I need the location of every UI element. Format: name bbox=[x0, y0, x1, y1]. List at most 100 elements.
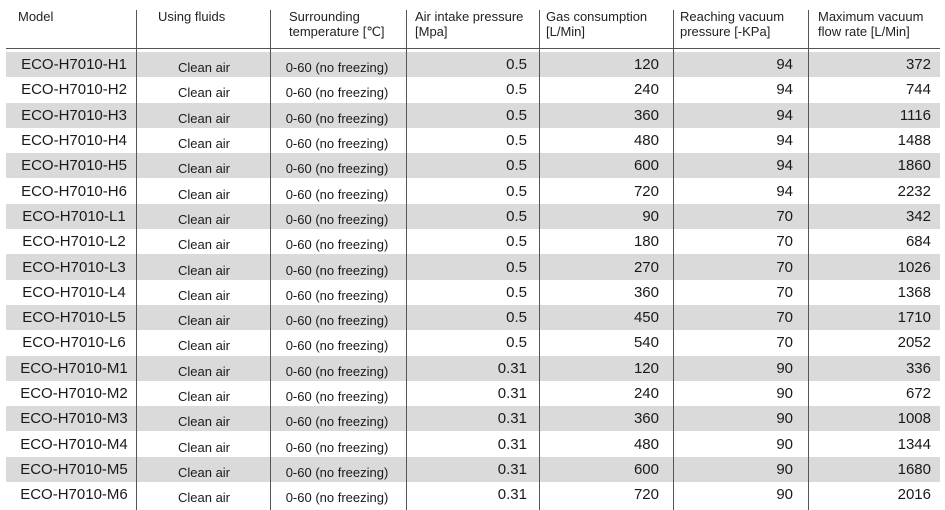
cell-air-intake-pressure: 0.5 bbox=[506, 334, 527, 352]
cell-gas-consumption: 360 bbox=[633, 283, 659, 301]
cell-temperature: 0-60 (no freezing) bbox=[285, 161, 389, 177]
cell-gas-consumption: 720 bbox=[633, 182, 659, 200]
cell-gas-consumption: 120 bbox=[633, 56, 659, 74]
table-row: ECO-H7010-M1 Clean air 0-60 (no freezing) 0… bbox=[6, 355, 940, 381]
header-gas-consumption: Gas consumption [L/Min] bbox=[546, 9, 647, 39]
table-body: ECO-H7010-H1 Clean air 0-60 (no freezing) 0… bbox=[6, 52, 940, 507]
cell-vacuum-pressure: 90 bbox=[776, 410, 793, 428]
cell-temperature: 0-60 (no freezing) bbox=[285, 85, 389, 101]
cell-model: ECO-H7010-H5 bbox=[21, 157, 127, 175]
cell-air-intake-pressure: 0.31 bbox=[497, 486, 527, 504]
header-flow-line-2: flow rate [L/Min] bbox=[818, 24, 910, 39]
cell-model: ECO-H7010-H2 bbox=[21, 81, 127, 99]
cell-using-fluid: Clean air bbox=[177, 237, 231, 253]
cell-vacuum-flow-rate: 672 bbox=[905, 385, 931, 402]
cell-temperature: 0-60 (no freezing) bbox=[285, 414, 389, 430]
cell-model: ECO-H7010-M1 bbox=[20, 359, 128, 377]
cell-using-fluid: Clean air bbox=[177, 287, 231, 303]
cell-vacuum-pressure: 94 bbox=[776, 132, 793, 150]
cell-vacuum-flow-rate: 336 bbox=[905, 359, 931, 377]
cell-air-intake-pressure: 0.5 bbox=[506, 233, 527, 251]
cell-vacuum-flow-rate: 1116 bbox=[899, 106, 931, 124]
cell-vacuum-pressure: 94 bbox=[776, 81, 793, 99]
cell-model: ECO-H7010-H3 bbox=[21, 106, 127, 124]
cell-air-intake-pressure: 0.5 bbox=[506, 207, 527, 225]
cell-temperature: 0-60 (no freezing) bbox=[285, 60, 389, 76]
cell-vacuum-pressure: 70 bbox=[776, 309, 793, 327]
cell-model: ECO-H7010-M6 bbox=[20, 486, 128, 504]
cell-model: ECO-H7010-M5 bbox=[20, 460, 128, 478]
cell-air-intake-pressure: 0.5 bbox=[506, 157, 527, 175]
table-row: ECO-H7010-H2 Clean air 0-60 (no freezing) 0… bbox=[6, 77, 940, 102]
table-row: ECO-H7010-H1 Clean air 0-60 (no freezing) 0… bbox=[6, 52, 940, 78]
cell-temperature: 0-60 (no freezing) bbox=[285, 490, 389, 506]
cell-gas-consumption: 600 bbox=[633, 460, 659, 478]
cell-temperature: 0-60 (no freezing) bbox=[285, 338, 389, 354]
column-divider bbox=[539, 10, 540, 510]
cell-model: ECO-H7010-M3 bbox=[20, 410, 128, 428]
header-reaching-vacuum-pressure: Reaching vacuum pressure [-KPa] bbox=[680, 9, 784, 39]
header-air-intake-pressure: Air intake pressure [Mpa] bbox=[415, 9, 523, 39]
header-surrounding-temperature: Surrounding temperature [℃] bbox=[289, 9, 385, 39]
cell-air-intake-pressure: 0.5 bbox=[506, 309, 527, 327]
cell-model: ECO-H7010-H1 bbox=[21, 56, 127, 74]
cell-vacuum-pressure: 70 bbox=[776, 233, 793, 251]
table-row: ECO-H7010-M6 Clean air 0-60 (no freezing) 0… bbox=[6, 482, 940, 507]
cell-vacuum-flow-rate: 1008 bbox=[897, 410, 931, 428]
cell-vacuum-flow-rate: 1710 bbox=[897, 309, 931, 327]
cell-air-intake-pressure: 0.31 bbox=[497, 385, 527, 402]
cell-using-fluid: Clean air bbox=[177, 439, 231, 455]
cell-air-intake-pressure: 0.31 bbox=[497, 410, 527, 428]
cell-temperature: 0-60 (no freezing) bbox=[285, 237, 389, 253]
header-vac-line-1: Reaching vacuum bbox=[680, 9, 785, 24]
table-row: ECO-H7010-L5 Clean air 0-60 (no freezing) 0… bbox=[6, 304, 940, 331]
cell-temperature: 0-60 (no freezing) bbox=[285, 211, 389, 227]
header-using-fluids: Using fluids bbox=[158, 9, 226, 24]
table-row: ECO-H7010-H4 Clean air 0-60 (no freezing) 0… bbox=[6, 128, 940, 153]
table-row: ECO-H7010-M4 Clean air 0-60 (no freezing) 0… bbox=[6, 431, 940, 456]
header-divider bbox=[6, 48, 940, 49]
cell-using-fluid: Clean air bbox=[177, 186, 231, 202]
column-divider bbox=[406, 10, 407, 510]
cell-vacuum-flow-rate: 1368 bbox=[897, 283, 931, 301]
cell-gas-consumption: 120 bbox=[633, 359, 659, 377]
cell-temperature: 0-60 (no freezing) bbox=[285, 389, 389, 404]
cell-vacuum-pressure: 90 bbox=[776, 435, 793, 453]
column-divider bbox=[136, 10, 137, 510]
header-maximum-vacuum-flow-rate: Maximum vacuum flow rate [L/Min] bbox=[818, 9, 923, 39]
table-row: ECO-H7010-L2 Clean air 0-60 (no freezing) 0… bbox=[6, 229, 940, 254]
cell-temperature: 0-60 (no freezing) bbox=[285, 439, 389, 455]
cell-air-intake-pressure: 0.5 bbox=[506, 81, 527, 99]
cell-vacuum-pressure: 94 bbox=[776, 157, 793, 175]
header-air-line-2: [Mpa] bbox=[415, 24, 448, 39]
cell-using-fluid: Clean air bbox=[177, 389, 231, 404]
cell-vacuum-flow-rate: 342 bbox=[905, 207, 931, 225]
cell-using-fluid: Clean air bbox=[177, 161, 231, 177]
cell-temperature: 0-60 (no freezing) bbox=[285, 464, 389, 480]
cell-using-fluid: Clean air bbox=[177, 110, 231, 126]
cell-gas-consumption: 270 bbox=[633, 258, 659, 276]
cell-air-intake-pressure: 0.5 bbox=[506, 106, 527, 124]
cell-model: ECO-H7010-L3 bbox=[22, 258, 126, 276]
cell-model: ECO-H7010-L6 bbox=[22, 334, 126, 352]
cell-temperature: 0-60 (no freezing) bbox=[285, 110, 389, 126]
cell-using-fluid: Clean air bbox=[177, 313, 231, 329]
cell-gas-consumption: 720 bbox=[633, 486, 659, 504]
cell-vacuum-pressure: 90 bbox=[776, 486, 793, 504]
cell-model: ECO-H7010-L2 bbox=[22, 233, 126, 251]
cell-vacuum-flow-rate: 1344 bbox=[897, 435, 931, 453]
cell-vacuum-pressure: 70 bbox=[776, 207, 793, 225]
cell-air-intake-pressure: 0.31 bbox=[497, 460, 527, 478]
cell-vacuum-flow-rate: 2232 bbox=[897, 182, 931, 200]
cell-vacuum-flow-rate: 2016 bbox=[897, 486, 931, 504]
cell-vacuum-flow-rate: 1680 bbox=[897, 460, 931, 478]
cell-vacuum-pressure: 94 bbox=[776, 182, 793, 200]
cell-temperature: 0-60 (no freezing) bbox=[285, 287, 389, 303]
cell-vacuum-pressure: 94 bbox=[776, 106, 793, 124]
cell-vacuum-flow-rate: 2052 bbox=[897, 334, 931, 352]
cell-using-fluid: Clean air bbox=[177, 363, 231, 379]
cell-air-intake-pressure: 0.31 bbox=[497, 435, 527, 453]
cell-using-fluid: Clean air bbox=[177, 490, 231, 506]
cell-using-fluid: Clean air bbox=[177, 60, 231, 76]
